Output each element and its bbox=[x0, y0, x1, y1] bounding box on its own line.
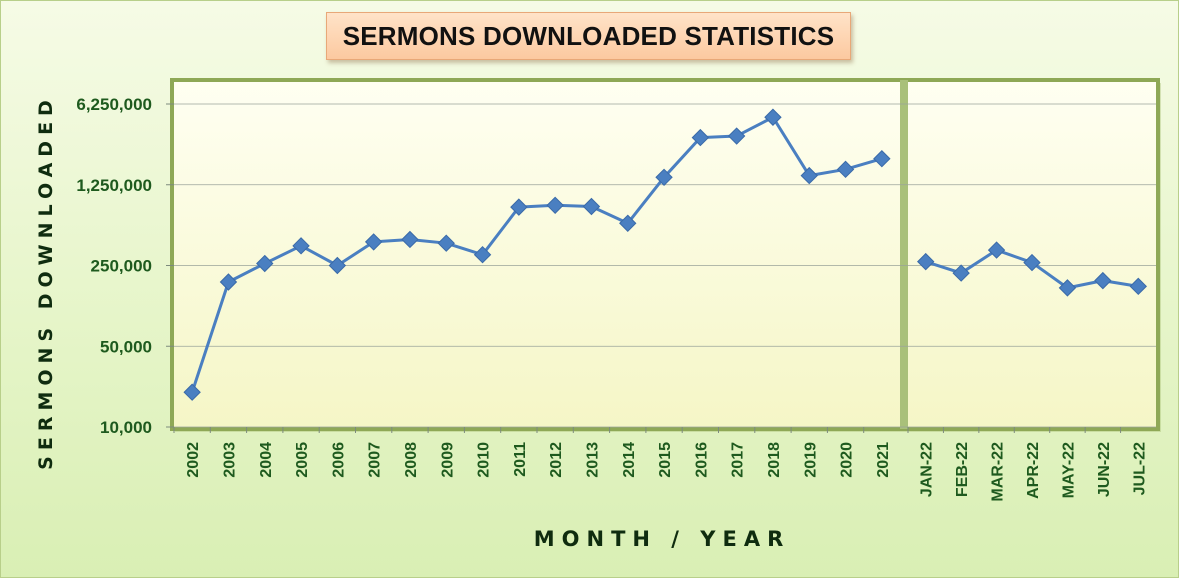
x-tick-label: 2012 bbox=[548, 442, 565, 478]
x-tick-label: 2005 bbox=[294, 442, 311, 478]
series-line bbox=[190, 115, 883, 393]
data-point bbox=[256, 254, 274, 273]
x-tick-label: MAY-22 bbox=[1060, 442, 1077, 498]
data-point bbox=[987, 241, 1006, 259]
x-tick-label: 2008 bbox=[403, 442, 420, 478]
x-tick-label: 2003 bbox=[221, 442, 238, 478]
data-point bbox=[952, 264, 970, 282]
x-tick-label: 2021 bbox=[875, 442, 892, 478]
x-tick-label: 2002 bbox=[185, 442, 202, 478]
data-point bbox=[1094, 271, 1112, 290]
data-point bbox=[619, 214, 637, 232]
y-axis-label: SERMONS DOWNLOADED bbox=[35, 94, 57, 470]
y-tick-label: 10,000 bbox=[100, 418, 152, 437]
x-tick-label: 2019 bbox=[802, 442, 819, 478]
y-tick-label: 6,250,000 bbox=[76, 95, 152, 114]
x-tick-label: MAR-22 bbox=[990, 442, 1007, 502]
x-tick-label: FEB-22 bbox=[954, 442, 971, 497]
x-tick-label: APR-22 bbox=[1025, 442, 1042, 499]
x-tick-label: JUN-22 bbox=[1096, 442, 1113, 497]
data-point bbox=[183, 383, 201, 401]
x-tick-label: JAN-22 bbox=[919, 442, 936, 497]
data-point bbox=[292, 237, 310, 255]
data-point bbox=[546, 196, 564, 215]
data-point bbox=[764, 108, 782, 126]
x-tick-label: 2011 bbox=[512, 442, 529, 477]
data-point bbox=[800, 166, 818, 185]
x-tick-label: 2009 bbox=[439, 442, 456, 478]
x-tick-label: 2007 bbox=[367, 442, 384, 478]
x-tick-label: 2013 bbox=[584, 442, 601, 478]
x-tick-label: 2015 bbox=[657, 442, 674, 478]
x-tick-label: 2018 bbox=[766, 442, 783, 478]
data-point bbox=[510, 198, 528, 216]
data-point bbox=[219, 273, 238, 291]
x-axis-label: MONTH / YEAR bbox=[534, 527, 791, 551]
data-point bbox=[364, 233, 383, 251]
data-point bbox=[873, 150, 891, 168]
x-tick-label: 2017 bbox=[730, 442, 747, 478]
x-tick-label: 2004 bbox=[258, 442, 275, 478]
data-point bbox=[401, 230, 419, 249]
x-tick-label: 2010 bbox=[476, 442, 493, 478]
y-tick-label: 250,000 bbox=[91, 257, 152, 276]
panel-divider bbox=[900, 80, 908, 429]
data-point bbox=[1023, 253, 1041, 272]
data-point bbox=[691, 128, 710, 147]
y-tick-label: 50,000 bbox=[100, 337, 152, 356]
data-point bbox=[473, 246, 492, 264]
x-tick-label: 2006 bbox=[330, 442, 347, 478]
data-point bbox=[917, 252, 935, 271]
data-point bbox=[727, 127, 746, 145]
data-point bbox=[1058, 279, 1077, 297]
data-point bbox=[328, 256, 347, 275]
chart-title: SERMONS DOWNLOADED STATISTICS bbox=[342, 20, 835, 51]
y-tick-label: 1,250,000 bbox=[76, 176, 152, 195]
data-point bbox=[1129, 277, 1147, 296]
x-tick-label: 2016 bbox=[693, 442, 710, 478]
x-tick-label: 2020 bbox=[839, 442, 856, 478]
x-tick-label: JUL-22 bbox=[1131, 442, 1148, 495]
x-tick-label: 2014 bbox=[621, 442, 638, 478]
data-point bbox=[582, 197, 601, 216]
chart-title-box: SERMONS DOWNLOADED STATISTICS bbox=[326, 12, 851, 60]
data-point bbox=[655, 168, 673, 187]
data-point bbox=[836, 160, 855, 179]
data-point bbox=[437, 234, 455, 252]
